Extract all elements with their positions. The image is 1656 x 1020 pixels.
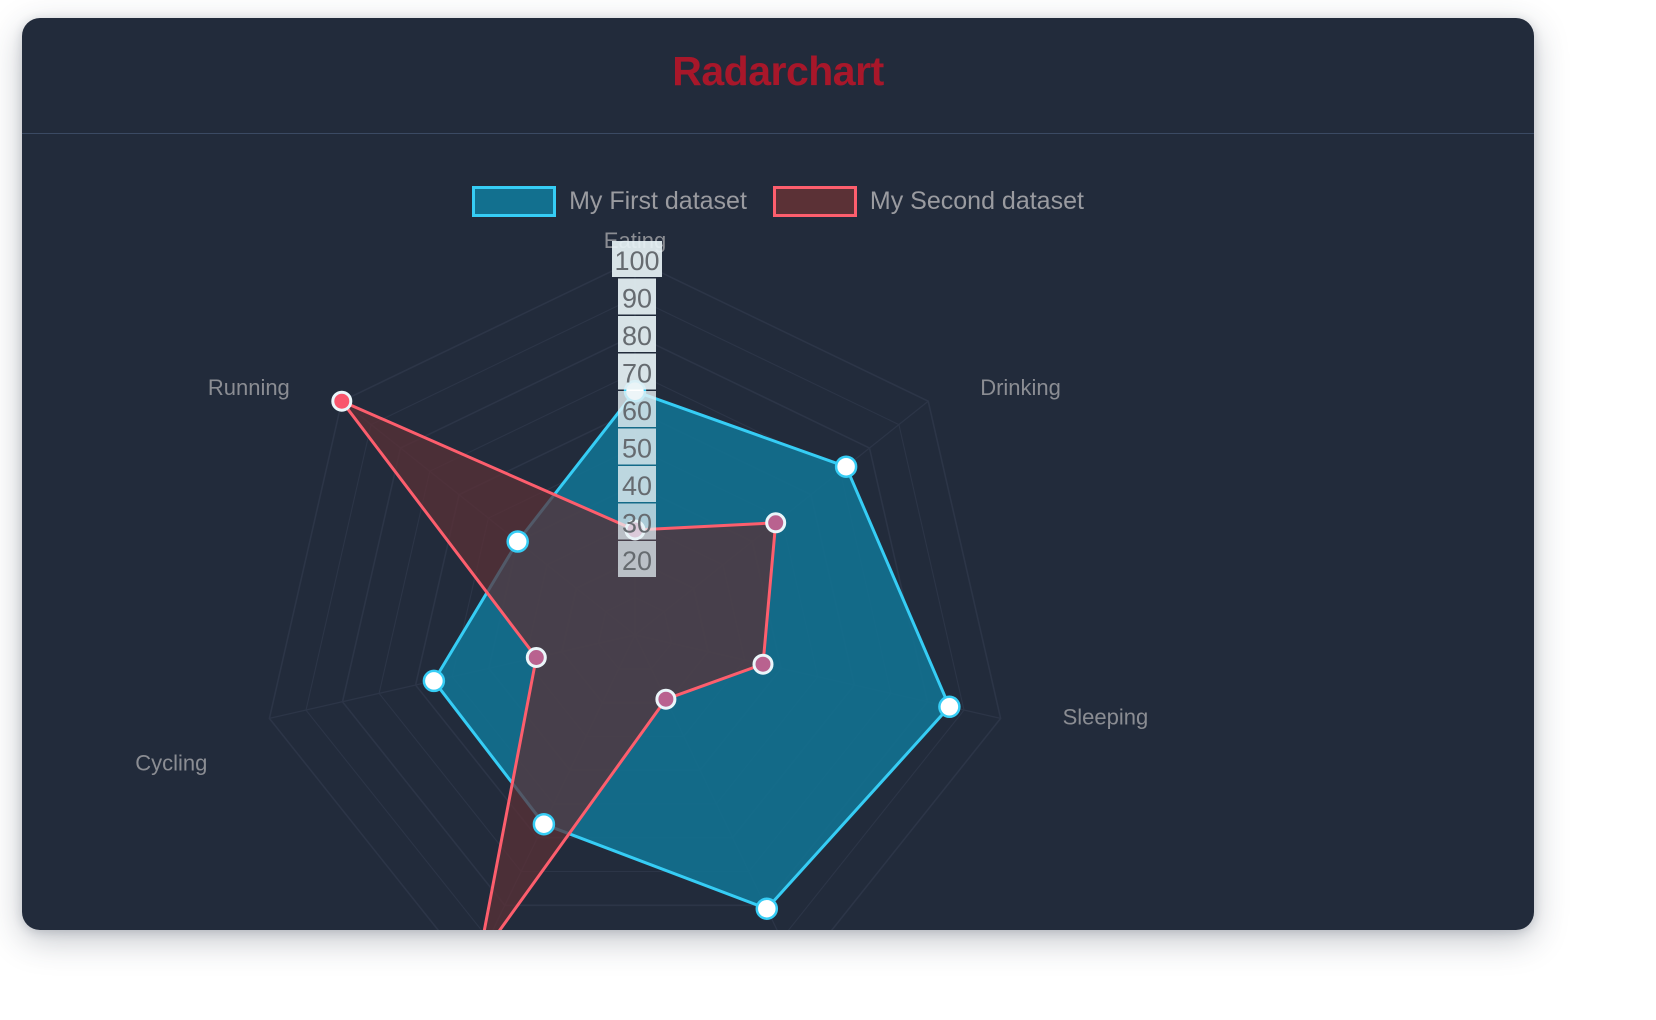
data-point-1-drinking[interactable] <box>765 512 787 534</box>
card-header: Radarchart <box>22 18 1534 134</box>
grid-ring-80 <box>341 334 929 907</box>
legend-label-first: My First dataset <box>569 187 747 215</box>
axis-label-cycling: Cycling <box>135 750 207 775</box>
data-point-1-designing[interactable] <box>655 688 677 710</box>
tick-label-40: 40 <box>622 471 652 501</box>
data-point-1-cycling[interactable] <box>525 647 547 668</box>
tick-backdrop-100 <box>612 241 662 277</box>
data-point-0-cycling[interactable] <box>422 669 446 693</box>
legend-label-second: My Second dataset <box>869 187 1084 215</box>
tick-backdrop-40 <box>618 466 656 502</box>
tick-label-30: 30 <box>622 509 652 539</box>
axis-label-drinking: Drinking <box>980 375 1061 400</box>
tick-label-50: 50 <box>622 434 652 464</box>
radar-tick-labels: 20 30 40 50 60 70 80 90 100 <box>612 241 662 577</box>
tick-label-100: 100 <box>614 246 659 276</box>
tick-label-90: 90 <box>622 284 652 314</box>
data-point-1-running[interactable] <box>331 390 353 412</box>
data-point-0-running[interactable] <box>506 530 529 553</box>
legend-item-0[interactable]: My First dataset <box>472 186 747 217</box>
tick-label-60: 60 <box>622 396 652 426</box>
tick-label-20: 20 <box>622 546 652 576</box>
tick-label-70: 70 <box>622 359 652 389</box>
page-title: Radarchart <box>672 48 884 94</box>
tick-label-80: 80 <box>622 321 652 351</box>
data-point-1-sleeping[interactable] <box>752 653 774 675</box>
legend-item-1[interactable]: My Second dataset <box>772 186 1084 217</box>
axis-label-running: Running <box>208 375 290 400</box>
radar-series <box>340 389 951 930</box>
tick-backdrop-60 <box>618 391 656 427</box>
tick-backdrop-70 <box>618 353 656 390</box>
legend-swatch-first <box>472 186 557 217</box>
data-point-0-drinking[interactable] <box>834 455 858 478</box>
grid-ring-90 <box>305 296 965 930</box>
radar-chart[interactable]: EatingDrinkingSleepingDesigningCodingCyc… <box>22 18 1534 930</box>
chart-card: Radarchart My First dataset My Second da… <box>22 18 1534 930</box>
radar-chart-svg: EatingDrinkingSleepingDesigningCodingCyc… <box>135 228 1149 930</box>
series-area-1 <box>340 399 778 930</box>
radar-axis-labels: EatingDrinkingSleepingDesigningCodingCyc… <box>135 228 1149 775</box>
chart-legend: My First dataset My Second dataset <box>22 186 1534 217</box>
grid-ring-100 <box>268 259 1002 930</box>
tick-backdrop-30 <box>618 503 656 540</box>
data-point-0-coding[interactable] <box>532 812 556 836</box>
tick-backdrop-90 <box>618 278 656 315</box>
data-point-0-sleeping[interactable] <box>938 695 961 719</box>
tick-backdrop-80 <box>618 316 656 352</box>
axis-label-sleeping: Sleeping <box>1063 704 1149 729</box>
tick-backdrop-50 <box>618 428 656 465</box>
tick-backdrop-20 <box>618 541 656 577</box>
legend-swatch-second <box>772 186 857 217</box>
data-point-0-designing[interactable] <box>755 897 779 920</box>
